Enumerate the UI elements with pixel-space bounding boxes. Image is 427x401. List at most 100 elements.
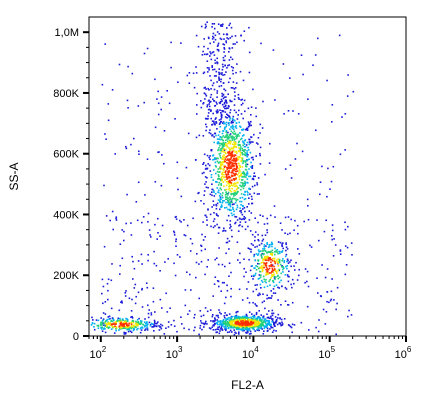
event-dot	[219, 155, 221, 157]
event-dot	[239, 125, 241, 128]
event-dot	[219, 201, 222, 204]
event-dot	[188, 310, 191, 312]
x-tick-label: 102	[89, 345, 106, 361]
event-dot	[102, 318, 105, 320]
event-dot	[238, 178, 241, 181]
event-dot	[277, 286, 279, 289]
event-dot	[254, 320, 256, 323]
event-dot	[246, 152, 248, 154]
event-dot	[266, 242, 268, 244]
event-dot	[222, 82, 225, 84]
event-dot	[228, 142, 231, 144]
event-dot	[222, 121, 225, 123]
event-dot	[221, 201, 224, 204]
event-dot	[241, 299, 244, 301]
event-dot	[280, 272, 282, 275]
event-dot	[231, 164, 234, 167]
event-dot	[257, 267, 260, 270]
event-dot	[216, 128, 218, 130]
event-dot	[287, 262, 290, 264]
event-dot	[264, 256, 266, 258]
event-dot	[233, 88, 236, 90]
event-dot	[218, 178, 221, 180]
event-dot	[242, 320, 244, 322]
event-dot	[253, 317, 255, 319]
event-dot	[238, 328, 240, 331]
event-dot	[271, 251, 274, 254]
event-dot	[241, 172, 244, 174]
event-dot	[212, 169, 215, 171]
event-dot	[157, 232, 159, 234]
event-dot	[224, 160, 226, 163]
event-dot	[225, 139, 227, 142]
event-dot	[333, 238, 335, 240]
y-tick-label: 0	[73, 331, 79, 343]
event-dot	[196, 104, 198, 106]
event-dot	[326, 300, 328, 303]
event-dot	[261, 328, 263, 330]
event-dot	[257, 177, 260, 179]
event-dot	[222, 155, 224, 158]
event-dot	[210, 58, 213, 61]
event-dot	[271, 319, 274, 322]
event-dot	[194, 200, 197, 203]
event-dot	[256, 245, 258, 248]
event-dot	[348, 309, 350, 312]
event-dot	[224, 100, 227, 103]
event-dot	[104, 325, 107, 327]
event-dot	[230, 26, 233, 29]
event-dot	[228, 185, 230, 188]
event-dot	[212, 82, 215, 84]
event-dot	[203, 45, 205, 48]
event-dot	[130, 321, 133, 324]
event-dot	[234, 95, 236, 97]
event-dot	[220, 167, 223, 170]
event-dot	[200, 249, 203, 252]
event-dot	[121, 257, 124, 260]
event-dot	[176, 161, 179, 164]
event-dot	[318, 239, 320, 242]
event-dot	[317, 330, 320, 333]
event-dot	[243, 99, 246, 102]
event-dot	[278, 250, 281, 253]
event-dot	[270, 297, 273, 299]
event-dot	[294, 219, 296, 222]
event-dot	[132, 260, 134, 263]
event-dot	[101, 278, 104, 281]
event-dot	[228, 122, 230, 124]
event-dot	[115, 329, 117, 332]
event-dot	[237, 143, 240, 146]
event-dot	[235, 143, 237, 145]
event-dot	[229, 167, 232, 170]
event-dot	[271, 259, 274, 262]
event-dot	[223, 136, 226, 139]
event-dot	[339, 250, 342, 252]
event-dot	[159, 323, 162, 326]
event-dot	[230, 153, 232, 155]
event-dot	[235, 188, 238, 191]
event-dot	[237, 323, 239, 326]
event-dot	[317, 292, 319, 294]
event-dot	[278, 322, 281, 324]
event-dot	[232, 115, 235, 118]
event-dot	[154, 223, 156, 226]
event-dot	[267, 316, 270, 319]
event-dot	[232, 132, 234, 134]
event-dot	[198, 263, 200, 265]
event-dot	[251, 324, 254, 326]
event-dot	[239, 166, 242, 168]
event-dot	[275, 330, 277, 332]
event-dot	[146, 47, 149, 50]
event-dot	[223, 102, 226, 105]
event-dot	[254, 184, 256, 187]
event-dot	[127, 65, 129, 68]
event-dot	[180, 316, 182, 318]
event-dot	[258, 322, 260, 325]
event-dot	[224, 194, 227, 196]
event-dot	[208, 164, 211, 167]
event-dot	[241, 176, 243, 178]
event-dot	[150, 322, 153, 325]
event-dot	[223, 154, 225, 156]
event-dot	[268, 310, 270, 312]
event-dot	[243, 182, 246, 185]
